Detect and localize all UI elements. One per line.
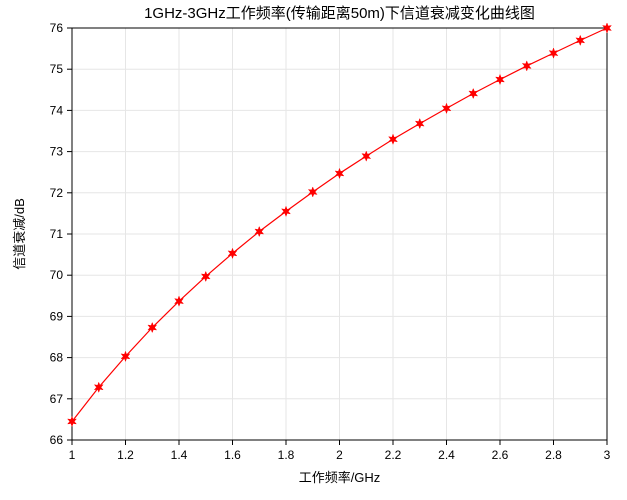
y-tick-label: 75 bbox=[50, 62, 64, 76]
x-tick-label: 1.2 bbox=[117, 448, 134, 462]
x-tick-label: 2.6 bbox=[492, 448, 509, 462]
x-tick-label: 3 bbox=[604, 448, 611, 462]
x-tick-label: 1 bbox=[69, 448, 76, 462]
x-axis-label: 工作频率/GHz bbox=[299, 470, 381, 485]
chart-container: 1 1.2 1.4 1.6 1.8 2 2.2 2.4 2.6 2.8 3 66 67 68 69 70 71 7… bbox=[0, 0, 627, 500]
x-tick-label: 1.6 bbox=[224, 448, 241, 462]
y-tick-label: 71 bbox=[50, 227, 64, 241]
x-tick-label: 2 bbox=[336, 448, 343, 462]
chart-title: 1GHz-3GHz工作频率(传输距离50m)下信道衰减变化曲线图 bbox=[144, 5, 535, 22]
y-tick-label: 74 bbox=[50, 103, 64, 117]
y-tick-label: 69 bbox=[50, 309, 64, 323]
x-tick-label: 2.4 bbox=[438, 448, 455, 462]
y-tick-label: 68 bbox=[50, 351, 64, 365]
y-tick-label: 73 bbox=[50, 145, 64, 159]
y-tick-label: 76 bbox=[50, 21, 64, 35]
y-tick-label: 70 bbox=[50, 268, 64, 282]
x-tick-label: 1.8 bbox=[278, 448, 295, 462]
chart-svg: 1 1.2 1.4 1.6 1.8 2 2.2 2.4 2.6 2.8 3 66 67 68 69 70 71 7… bbox=[0, 0, 627, 500]
x-tick-label: 1.4 bbox=[171, 448, 188, 462]
y-tick-label: 72 bbox=[50, 186, 64, 200]
x-tick-label: 2.8 bbox=[545, 448, 562, 462]
y-tick-label: 67 bbox=[50, 392, 64, 406]
y-axis-label: 信道衰减/dB bbox=[12, 198, 27, 270]
x-tick-label: 2.2 bbox=[385, 448, 402, 462]
y-tick-label: 66 bbox=[50, 433, 64, 447]
